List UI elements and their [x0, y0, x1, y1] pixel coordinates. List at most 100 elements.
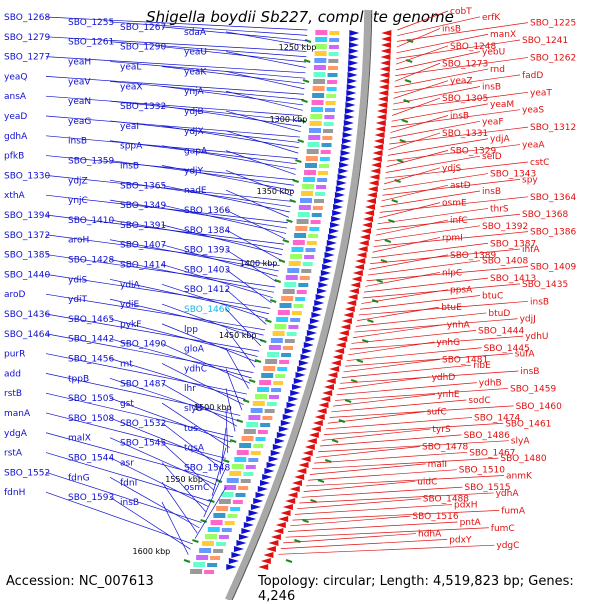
feature-box [260, 423, 271, 427]
feature-box [326, 94, 337, 98]
gene-label-right: SBO_1387 [490, 239, 536, 249]
gene-arrow-right [334, 348, 345, 354]
gene-label-right: fumC [491, 524, 515, 534]
leader-line-left [161, 442, 215, 491]
feature-box [315, 30, 328, 35]
feature-box [290, 318, 301, 322]
feature-box [301, 269, 312, 273]
leader-line-left [45, 36, 307, 52]
feature-box [312, 206, 323, 210]
leader-line-right [391, 109, 521, 128]
leader-line-left [109, 199, 288, 229]
gene-arrow-right [335, 342, 346, 348]
gene-label-left: pfkB [4, 152, 24, 162]
leader-line-left [225, 110, 301, 133]
gene-arrow-left [276, 432, 287, 438]
feature-box [328, 59, 339, 63]
leader-line-left [225, 269, 272, 304]
feature-box [303, 177, 316, 182]
feature-box [299, 276, 310, 280]
gene-arrow-left [345, 96, 356, 102]
gene-arrow-right [275, 522, 286, 528]
gene-label-right: slyA [511, 437, 531, 447]
gene-arrow-left [332, 210, 343, 216]
track-tick [183, 559, 191, 563]
leader-line-right [327, 411, 425, 424]
leader-line-left [109, 278, 270, 315]
leader-line-left [161, 402, 230, 448]
track-tick [391, 199, 399, 203]
leader-line-left [161, 264, 273, 299]
gene-label-left: SBO_1394 [4, 211, 50, 221]
feature-box [291, 247, 304, 252]
feature-box [210, 520, 223, 525]
gene-arrow-left [339, 156, 350, 162]
gene-label-left: add [4, 369, 21, 379]
gene-arrow-left [253, 498, 264, 504]
gene-label-left: ydjY [184, 166, 204, 176]
gene-arrow-left [334, 192, 345, 198]
feature-box [190, 569, 203, 574]
gene-arrow-left [339, 162, 350, 168]
feature-box [327, 73, 338, 77]
gene-label-right: yeaT [530, 88, 552, 98]
gene-label-right: ynhE [437, 390, 460, 400]
gene-label-right: SBO_1510 [459, 466, 505, 476]
feature-box [326, 87, 337, 91]
leader-line-right [318, 440, 509, 453]
leader-line-left [161, 482, 198, 534]
gene-label-right: uidC [417, 477, 437, 487]
feature-box [295, 297, 306, 301]
feature-box [226, 478, 239, 483]
feature-box [248, 458, 259, 462]
feature-box [207, 527, 220, 532]
gene-label-left: yeaK [184, 67, 207, 77]
gene-label-left: ydjB [184, 107, 204, 117]
gene-label-left: gdhA [4, 132, 28, 142]
gene-label-right: manX [490, 30, 516, 40]
feature-box [277, 310, 290, 315]
track-tick [297, 139, 305, 143]
gene-label-left: SBO_1410 [68, 216, 114, 226]
gene-arrow-right [337, 336, 348, 342]
gene-label-right: SBO_1305 [442, 94, 488, 104]
gene-label-right: yeaA [522, 141, 545, 151]
gene-label-right: ihfA [522, 245, 540, 255]
feature-box [313, 72, 326, 77]
feature-box [224, 485, 237, 490]
leader-line-right [343, 359, 441, 373]
gene-arrow-right [380, 60, 391, 66]
leader-line-left [45, 175, 292, 202]
kbp-tick-label: 1550 kbp [165, 475, 203, 484]
leader-line-right [320, 434, 462, 447]
leader-line-right [278, 544, 495, 555]
leader-line-right [331, 399, 467, 413]
gene-label-left: SBO_1267 [120, 23, 166, 33]
gene-label-left: fdnH [4, 488, 25, 498]
leader-line-left [161, 204, 287, 234]
track-tick [292, 179, 299, 183]
leader-line-left [161, 26, 308, 42]
gene-label-right: tyrS [432, 425, 451, 435]
feature-box [230, 507, 241, 511]
gene-arrow-right [280, 510, 291, 516]
feature-box [264, 409, 275, 413]
leader-line-right [299, 492, 494, 504]
feature-box [218, 535, 229, 539]
feature-box [250, 408, 263, 413]
feature-box [204, 534, 217, 539]
feature-box [319, 157, 330, 161]
track-tick [350, 379, 358, 383]
gene-label-left: gst [120, 399, 134, 409]
gene-label-left: SBO_1466 [184, 305, 230, 315]
feature-box [304, 163, 317, 168]
leader-line-right [312, 457, 499, 470]
gene-arrow-left [326, 240, 337, 246]
gene-label-left: SBO_1428 [68, 256, 114, 266]
feature-box [246, 422, 259, 427]
gene-label-left: tppB [68, 374, 89, 384]
leader-line-right [341, 364, 472, 378]
leader-line-left [225, 249, 277, 282]
feature-box [292, 240, 305, 245]
feature-box [312, 86, 325, 91]
